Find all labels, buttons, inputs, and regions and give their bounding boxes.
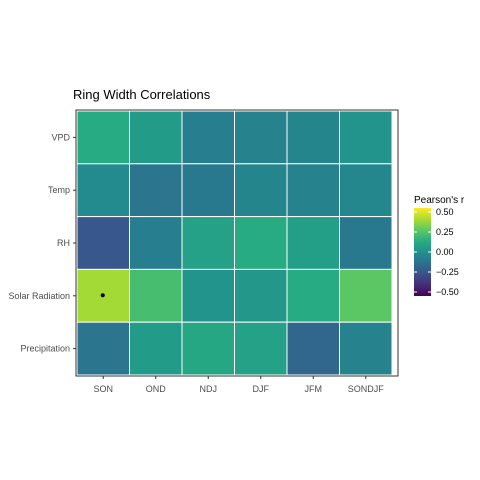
x-axis-ticks: SON OND NDJ DJF JFM SONDJF — [93, 376, 384, 394]
legend: Pearson's r 0.50 0.25 0.00 −0.25 −0.50 — [414, 195, 465, 297]
heatmap-cell-precipitation-djf — [234, 321, 288, 376]
y-tick-label: Solar Radiation — [8, 291, 70, 301]
heatmap-cell-vpd-ond — [129, 110, 183, 165]
heatmap-cell-vpd-son — [76, 110, 130, 165]
x-tick-label: DJF — [253, 384, 270, 394]
y-tick-label: Temp — [48, 185, 70, 195]
x-tick-label: SONDJF — [348, 384, 385, 394]
heatmap-cell-precipitation-sondjf — [339, 321, 393, 376]
heatmap-cell-temp-ndj — [181, 163, 235, 218]
heatmap-cell-precipitation-ond — [129, 321, 183, 376]
heatmap-cell-rh-djf — [234, 216, 288, 270]
heatmap-cell-vpd-ndj — [181, 110, 235, 165]
x-tick-label: NDJ — [200, 384, 218, 394]
heatmap-cell-solar-radiation-jfm — [286, 268, 340, 323]
heatmap-cell-temp-son — [76, 163, 130, 218]
x-tick-label: OND — [146, 384, 167, 394]
heatmap-cell-rh-son — [76, 216, 130, 270]
heatmap-cell-vpd-djf — [234, 110, 288, 165]
legend-tick-label: −0.50 — [436, 287, 459, 297]
heatmap-cell-solar-radiation-sondjf — [339, 268, 393, 323]
chart-title: Ring Width Correlations — [73, 87, 211, 102]
heatmap-cell-vpd-sondjf — [339, 110, 393, 165]
heatmap-cell-vpd-jfm — [286, 110, 340, 165]
y-tick-label: Precipitation — [20, 344, 70, 354]
heatmap-cells — [76, 110, 393, 376]
legend-tick-label: 0.00 — [436, 247, 454, 257]
x-tick-label: JFM — [305, 384, 323, 394]
y-axis-ticks: VPD Temp RH Solar Radiation Precipitation — [8, 132, 76, 354]
x-tick-label: SON — [93, 384, 113, 394]
legend-tick-label: −0.25 — [436, 267, 459, 277]
legend-colorbar — [414, 208, 431, 296]
heatmap-cell-solar-radiation-djf — [234, 268, 288, 323]
heatmap-cell-temp-jfm — [286, 163, 340, 218]
heatmap-cell-precipitation-ndj — [181, 321, 235, 376]
legend-ticks: 0.50 0.25 0.00 −0.25 −0.50 — [414, 207, 459, 297]
heatmap-cell-rh-ndj — [181, 216, 235, 270]
y-tick-label: RH — [57, 238, 70, 248]
legend-tick-label: 0.50 — [436, 207, 454, 217]
legend-tick-label: 0.25 — [436, 227, 454, 237]
heatmap-cell-temp-sondjf — [339, 163, 393, 218]
heatmap-cell-precipitation-son — [76, 321, 130, 376]
heatmap-cell-solar-radiation-ndj — [181, 268, 235, 323]
heatmap-cell-precipitation-jfm — [286, 321, 340, 376]
legend-title: Pearson's r — [414, 195, 465, 206]
heatmap-cell-rh-ond — [129, 216, 183, 270]
significance-marker — [100, 293, 105, 298]
heatmap-cell-temp-djf — [234, 163, 288, 218]
heatmap-cell-rh-sondjf — [339, 216, 393, 270]
y-tick-label: VPD — [51, 132, 70, 142]
heatmap-cell-rh-jfm — [286, 216, 340, 270]
heatmap-cell-solar-radiation-ond — [129, 268, 183, 323]
heatmap-cell-temp-ond — [129, 163, 183, 218]
